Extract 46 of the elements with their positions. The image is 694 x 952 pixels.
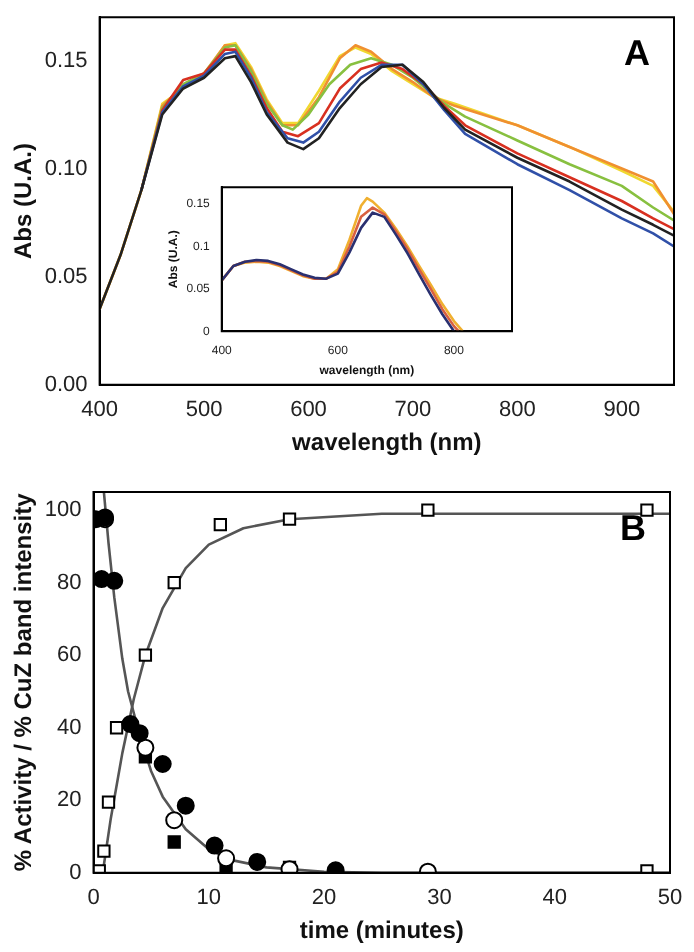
point xyxy=(105,571,124,590)
point xyxy=(205,836,224,855)
x-tick-label: 40 xyxy=(542,886,567,911)
x-tick-label: 600 xyxy=(290,398,327,423)
y-tick-label: 20 xyxy=(57,788,82,813)
point xyxy=(421,503,435,517)
x-tick-label: 500 xyxy=(185,398,223,423)
point xyxy=(165,811,184,830)
point xyxy=(640,503,654,517)
x-axis-title: time (minutes) xyxy=(299,916,464,945)
y-tick-label: 0.05 xyxy=(44,264,88,289)
y-tick-label: 100 xyxy=(44,498,82,523)
y-axis-title: % Activity / % CuZ band intensity xyxy=(9,492,38,872)
x-tick-label: 900 xyxy=(603,398,641,423)
x-tick-label: 800 xyxy=(498,398,536,423)
point xyxy=(101,795,116,809)
y-tick-label: 80 xyxy=(57,570,82,595)
x-tick-label: 700 xyxy=(394,398,432,423)
y-tick-label: 60 xyxy=(57,643,82,668)
point xyxy=(109,721,124,735)
x-tick-label: 10 xyxy=(196,886,222,911)
point xyxy=(167,835,181,849)
y-tick-label: 40 xyxy=(57,715,82,740)
point xyxy=(217,849,236,868)
x-tick-label: 30 xyxy=(427,886,452,911)
annotation: A xyxy=(624,33,650,74)
point xyxy=(248,852,267,871)
point xyxy=(130,724,149,743)
point xyxy=(282,512,297,526)
y-axis-title: Abs (U.A.) xyxy=(9,143,38,259)
point xyxy=(138,648,153,662)
x-tick-label: 20 xyxy=(311,886,337,911)
point xyxy=(167,576,181,590)
point xyxy=(97,844,111,858)
y-tick-label: 0 xyxy=(69,860,82,885)
annotation: B xyxy=(620,507,646,548)
point xyxy=(153,755,172,773)
y-tick-label: 0.00 xyxy=(44,372,88,397)
x-axis-title: wavelength (nm) xyxy=(290,428,482,457)
point xyxy=(213,517,227,532)
point xyxy=(176,796,195,815)
y-tick-label: 0.10 xyxy=(44,156,88,181)
x-tick-label: 50 xyxy=(657,886,683,911)
point xyxy=(136,738,155,757)
x-tick-label: 400 xyxy=(81,398,118,423)
y-tick-label: 0.15 xyxy=(44,48,88,73)
